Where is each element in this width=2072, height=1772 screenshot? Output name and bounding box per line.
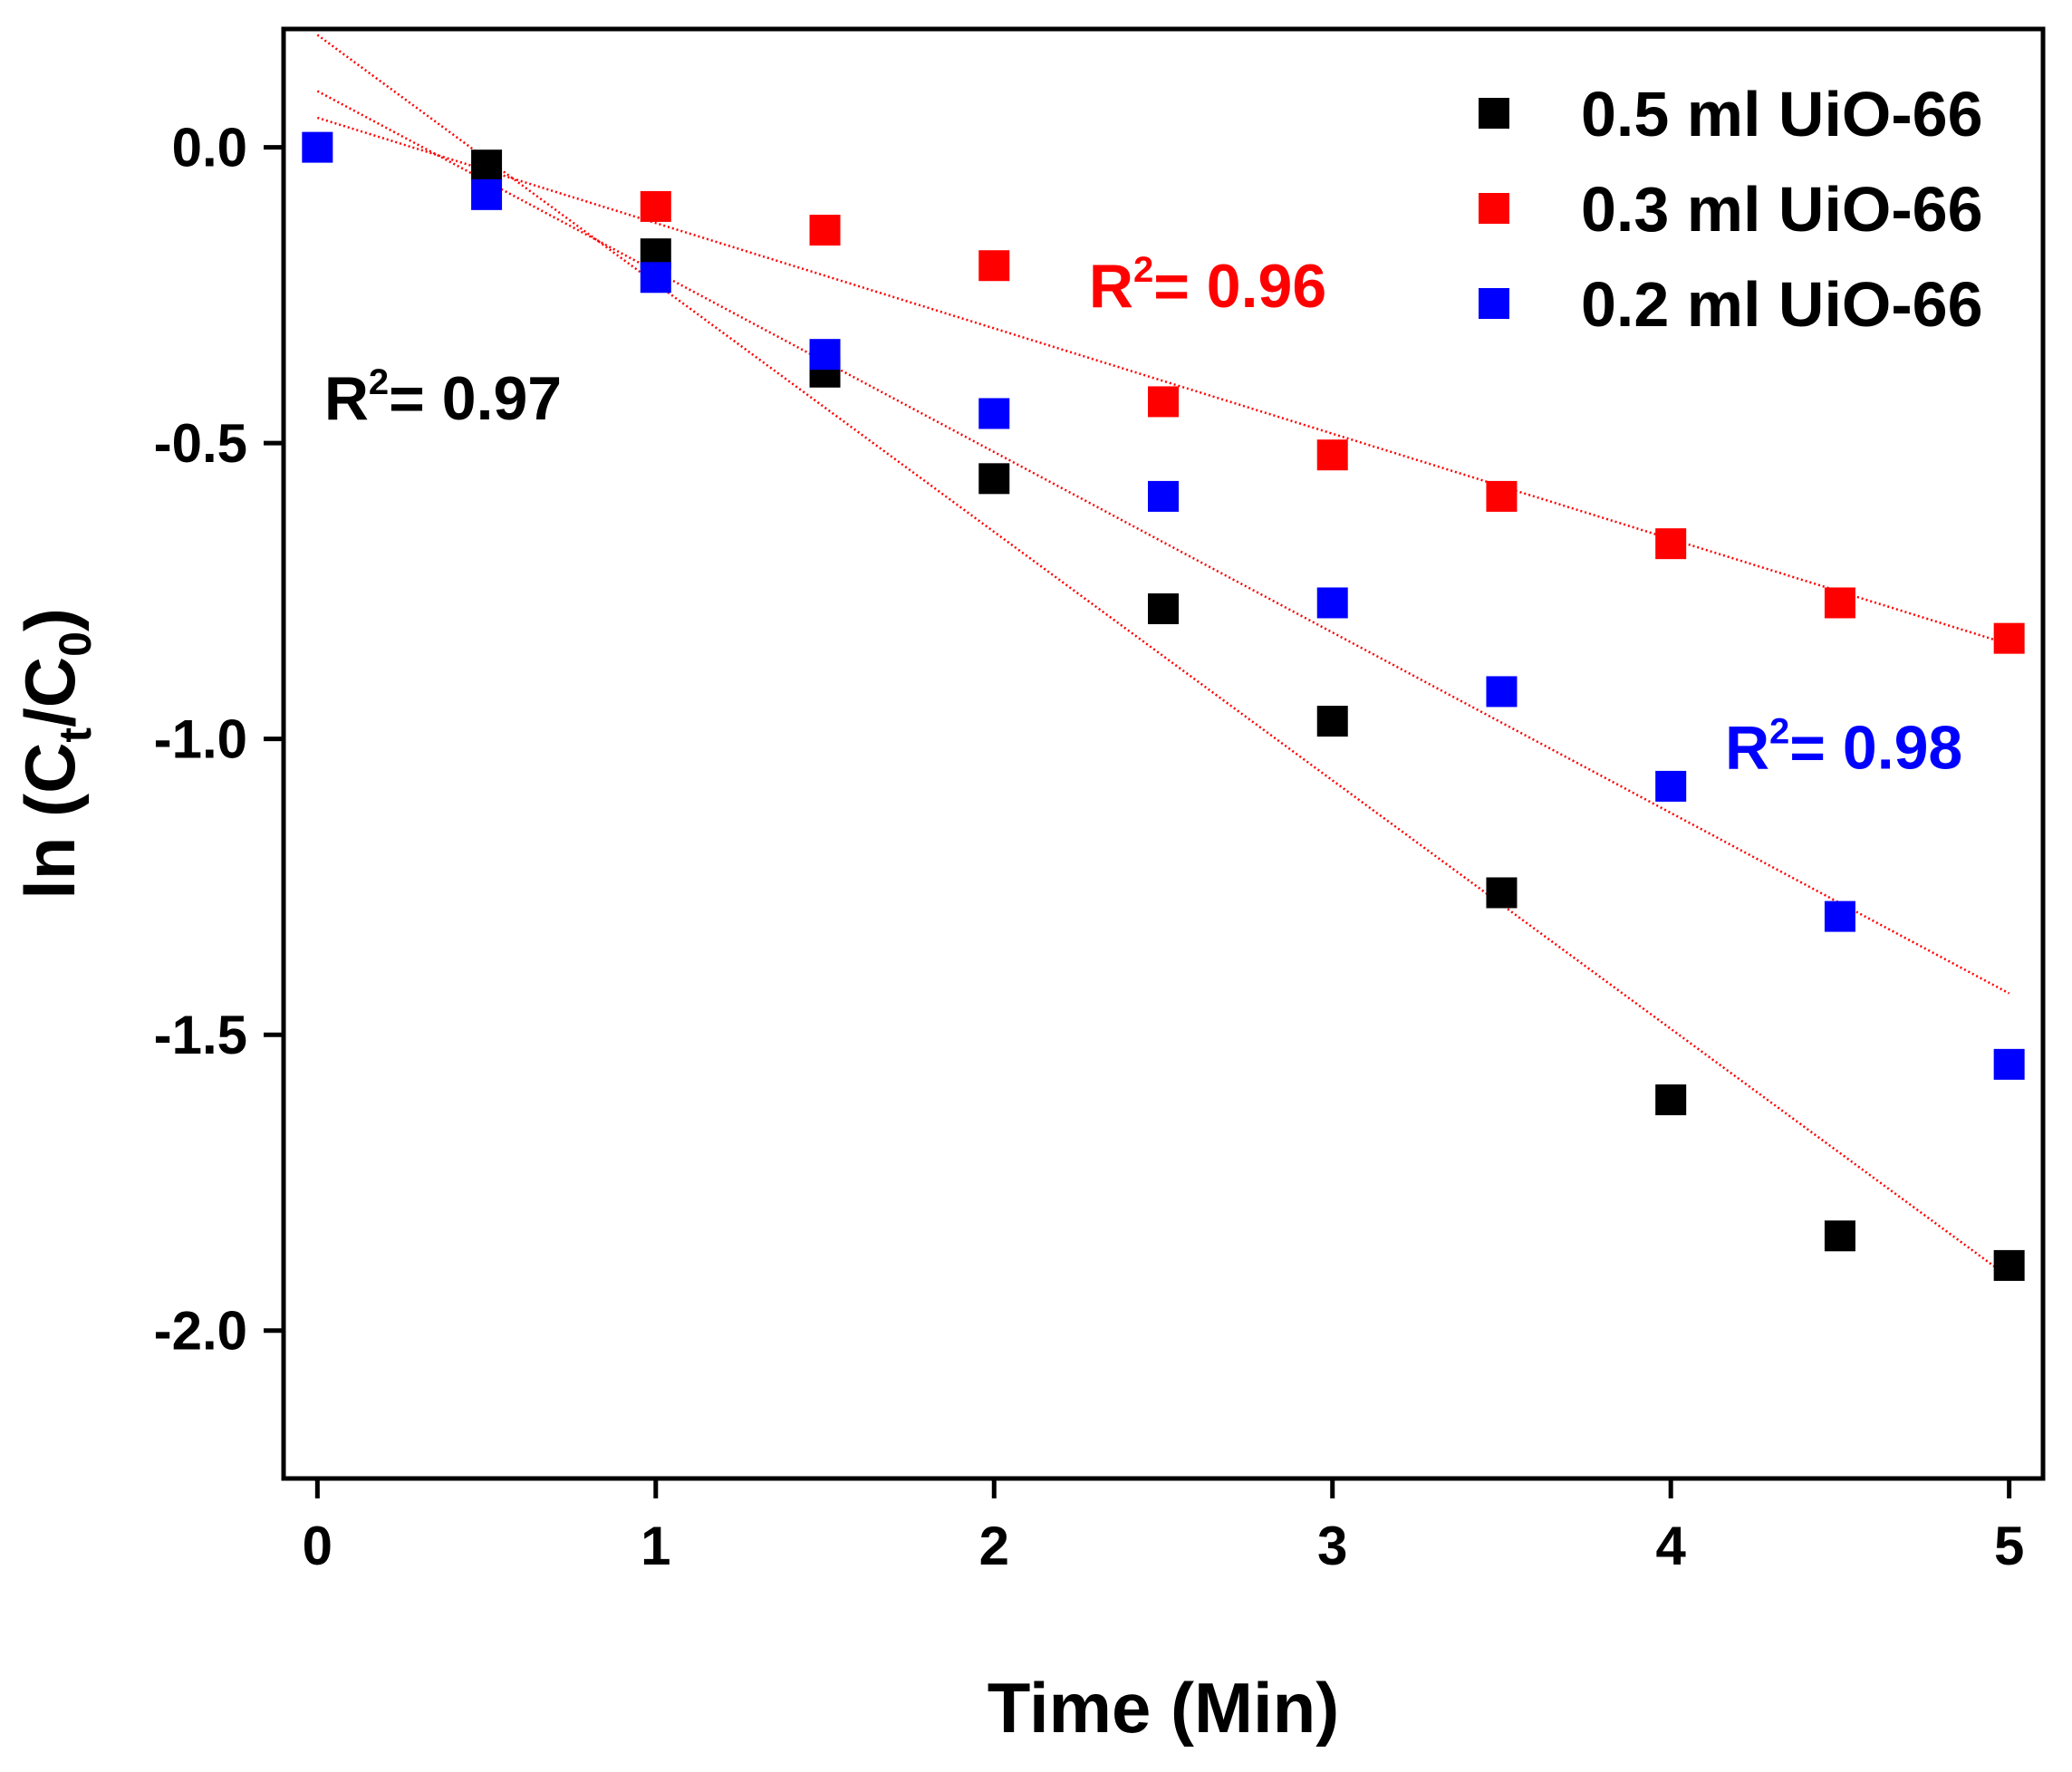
r-squared-superscript: 2 (369, 362, 389, 402)
x-axis-ticks: 0 1 2 3 4 5 (303, 1478, 2024, 1576)
data-point (640, 190, 671, 222)
data-point (978, 398, 1010, 429)
legend-label: 0.5 ml UiO-66 (1581, 79, 1983, 149)
r-squared-superscript: 2 (1769, 711, 1789, 751)
data-point (978, 250, 1010, 282)
data-point (1824, 900, 1855, 932)
r-squared-value: = 0.96 (1153, 252, 1326, 321)
fit-lines (316, 34, 2010, 1278)
data-markers (302, 131, 2025, 1281)
legend: 0.5 ml UiO-66 0.3 ml UiO-66 0.2 ml UiO-66 (1479, 79, 1983, 340)
plot-frame (281, 26, 2046, 1481)
data-point (1148, 480, 1179, 512)
r-squared-base: R (1725, 713, 1769, 782)
data-point (1486, 676, 1518, 708)
data-point (640, 262, 671, 294)
y-tick-label: 0.0 (172, 118, 247, 178)
data-point (1655, 528, 1687, 560)
r-squared-label: R2= 0.98 (1725, 711, 1962, 782)
data-point (302, 131, 333, 163)
r-squared-superscript: 2 (1133, 250, 1153, 290)
data-point (471, 178, 503, 210)
x-tick-label: 2 (979, 1516, 1009, 1576)
x-tick-label: 1 (641, 1516, 670, 1576)
x-tick-label: 4 (1656, 1516, 1687, 1576)
x-tick-label: 5 (1994, 1516, 2024, 1576)
data-point (978, 463, 1010, 495)
y-tick-label: -2.0 (154, 1301, 247, 1362)
legend-marker (1479, 288, 1509, 319)
data-point (1655, 770, 1687, 802)
y-axis-title-mid: /C (10, 657, 90, 727)
data-point (1148, 593, 1179, 624)
r-squared-value: = 0.97 (389, 364, 562, 433)
data-point (1993, 1048, 2025, 1080)
legend-label: 0.3 ml UiO-66 (1581, 174, 1983, 245)
fit-line (316, 116, 2010, 646)
r-squared-base: R (324, 364, 369, 433)
data-point (1486, 480, 1518, 512)
x-tick-label: 3 (1317, 1516, 1347, 1576)
data-point (1316, 439, 1348, 471)
data-point (1316, 587, 1348, 619)
r-squared-label: R2= 0.96 (1089, 250, 1326, 321)
data-point (1824, 1220, 1855, 1252)
y-tick-label: -1.5 (154, 1005, 247, 1065)
data-point (1824, 587, 1855, 619)
y-axis-ticks: 0.0 -0.5 -1.0 -1.5 -2.0 (154, 118, 284, 1362)
data-point (1148, 386, 1179, 418)
data-point (471, 149, 503, 181)
y-tick-label: -1.0 (154, 709, 247, 770)
data-point (1486, 877, 1518, 909)
y-axis-title-sub-t: t (50, 727, 101, 743)
data-point (1655, 1084, 1687, 1116)
legend-marker (1479, 193, 1509, 224)
legend-marker (1479, 98, 1509, 129)
y-axis-title-sub-0: 0 (50, 631, 101, 657)
y-axis-title-prefix: ln (C (10, 743, 90, 900)
data-point (809, 215, 841, 246)
r-squared-value: = 0.98 (1789, 713, 1962, 782)
data-point (1993, 622, 2025, 654)
legend-label: 0.2 ml UiO-66 (1581, 269, 1983, 340)
data-point (1316, 706, 1348, 737)
data-point (1993, 1249, 2025, 1281)
x-axis-title: Time (Min) (988, 1668, 1340, 1748)
y-axis-title-suffix: ) (10, 608, 90, 631)
r-squared-base: R (1089, 252, 1133, 321)
data-point (809, 339, 841, 371)
y-tick-label: -0.5 (154, 413, 247, 474)
x-tick-label: 0 (303, 1516, 332, 1576)
y-axis-title: ln (Ct/C0) (10, 608, 101, 900)
fit-line (316, 34, 2010, 1278)
r-squared-label: R2= 0.97 (324, 362, 562, 433)
